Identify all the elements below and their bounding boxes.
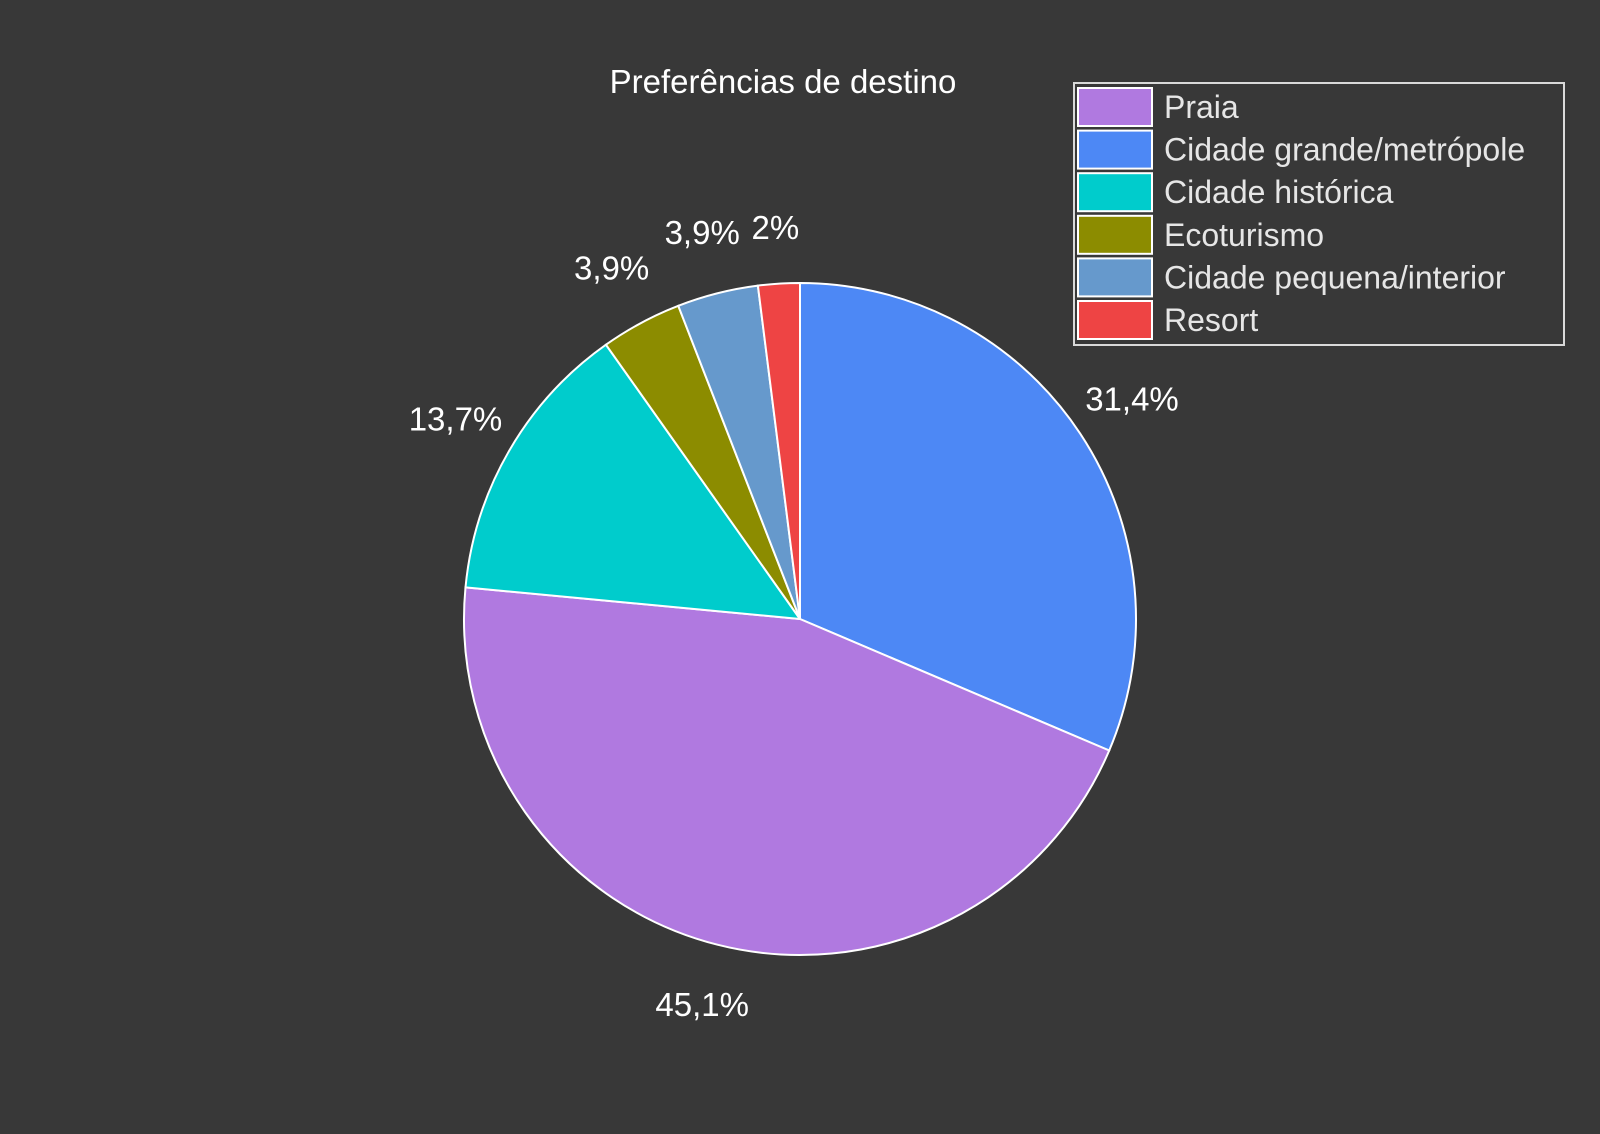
slice-label-cidade-historica: 13,7% <box>409 401 503 438</box>
legend-label-ecoturismo: Ecoturismo <box>1164 217 1324 253</box>
pie-slices <box>463 281 1138 957</box>
legend-label-cidade-grande-metropole: Cidade grande/metrópole <box>1164 132 1525 168</box>
legend-swatch-cidade-grande-metropole <box>1077 129 1153 170</box>
slice-label-praia: 45,1% <box>655 986 749 1023</box>
legend-swatch-ecoturismo <box>1077 214 1153 255</box>
pie-slice-praia <box>463 586 1111 957</box>
slice-label-ecoturismo: 3,9% <box>574 249 649 286</box>
legend-box <box>1073 82 1565 346</box>
slice-label-cidade-pequena-interior: 3,9% <box>665 214 740 251</box>
legend-swatch-praia <box>1077 87 1153 127</box>
chart-title: Preferências de destino <box>610 63 957 100</box>
legend-swatch-cidade-historica <box>1077 172 1153 213</box>
slice-labels: 31,4% 45,1% 13,7% 3,9% 3,9% 2% <box>409 209 1179 1023</box>
legend: Praia Cidade grande/metrópole Cidade histó… <box>1073 82 1565 346</box>
legend-label-praia: Praia <box>1164 89 1239 125</box>
slice-label-resort: 2% <box>752 209 800 246</box>
legend-label-cidade-historica: Cidade histórica <box>1164 174 1394 210</box>
legend-label-cidade-pequena-interior: Cidade pequena/interior <box>1164 259 1506 295</box>
pie-slice-cidade-grande-metropole <box>799 281 1138 752</box>
legend-swatch-cidade-pequena-interior <box>1077 257 1153 298</box>
pie-slice-resort <box>756 281 801 620</box>
pie-slice-cidade-historica <box>464 343 803 621</box>
legend-label-resort: Resort <box>1164 302 1258 338</box>
slice-label-cidade-grande-metropole: 31,4% <box>1085 380 1179 417</box>
legend-swatch-resort <box>1077 300 1153 340</box>
